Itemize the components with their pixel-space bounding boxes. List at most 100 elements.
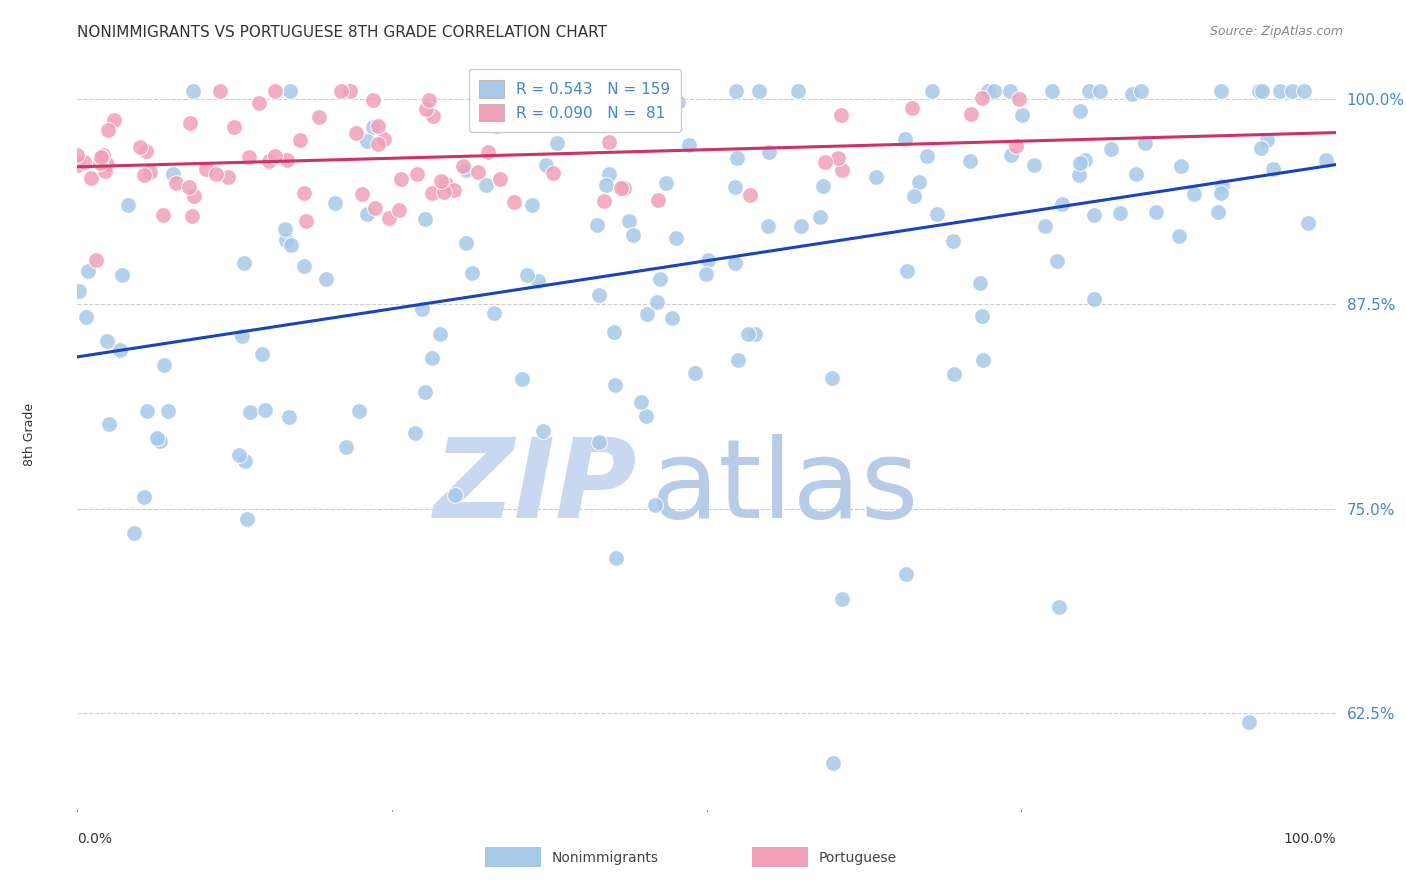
Point bbox=[1069, 156, 1091, 170]
Point bbox=[831, 163, 853, 178]
Text: 0.0%: 0.0% bbox=[77, 832, 112, 846]
Point bbox=[1073, 153, 1095, 168]
Point bbox=[630, 394, 652, 409]
Point bbox=[903, 189, 925, 203]
Point bbox=[278, 84, 301, 98]
Point bbox=[488, 171, 510, 186]
Point bbox=[217, 169, 239, 184]
Point bbox=[179, 116, 201, 130]
Point bbox=[146, 431, 169, 445]
Point bbox=[1046, 254, 1069, 268]
Point bbox=[1211, 178, 1233, 193]
Point bbox=[367, 137, 389, 152]
Point bbox=[183, 84, 205, 98]
Point bbox=[422, 109, 444, 123]
Point bbox=[972, 353, 994, 368]
Point bbox=[725, 152, 748, 166]
Point bbox=[603, 378, 626, 392]
Point bbox=[827, 151, 849, 165]
Point bbox=[550, 114, 572, 128]
Text: ZIP: ZIP bbox=[434, 434, 637, 541]
Point bbox=[896, 264, 918, 278]
Point bbox=[295, 213, 318, 227]
Point bbox=[467, 164, 489, 178]
Point bbox=[97, 417, 120, 432]
Point bbox=[943, 367, 966, 381]
Point bbox=[134, 169, 156, 183]
Point bbox=[292, 186, 315, 200]
Point bbox=[356, 207, 378, 221]
Point bbox=[1125, 167, 1147, 181]
Point bbox=[586, 219, 609, 233]
Point bbox=[420, 351, 443, 365]
Point bbox=[678, 137, 700, 152]
Point bbox=[821, 371, 844, 385]
Point bbox=[96, 157, 118, 171]
Point bbox=[290, 133, 312, 147]
Point bbox=[329, 84, 352, 98]
Point bbox=[1121, 87, 1143, 101]
Point bbox=[485, 119, 508, 133]
Point bbox=[388, 202, 411, 217]
Point bbox=[522, 198, 544, 212]
Point bbox=[274, 233, 297, 247]
Point bbox=[350, 187, 373, 202]
Point bbox=[811, 178, 834, 193]
Point bbox=[1024, 158, 1046, 172]
Point bbox=[404, 425, 426, 440]
Point bbox=[901, 101, 924, 115]
Point bbox=[152, 208, 174, 222]
Point bbox=[373, 132, 395, 146]
Point bbox=[1251, 84, 1274, 98]
Point bbox=[790, 219, 813, 233]
Point bbox=[1083, 293, 1105, 307]
Point bbox=[534, 158, 557, 172]
Point bbox=[908, 175, 931, 189]
Point bbox=[349, 404, 371, 418]
Point bbox=[1069, 104, 1091, 119]
Point bbox=[97, 123, 120, 137]
Point bbox=[294, 259, 316, 273]
Point bbox=[413, 212, 436, 227]
Point bbox=[80, 171, 103, 186]
Point bbox=[1133, 136, 1156, 150]
Point bbox=[617, 213, 640, 227]
Point bbox=[598, 167, 620, 181]
Point bbox=[648, 84, 671, 98]
Point bbox=[90, 150, 112, 164]
Point bbox=[921, 84, 943, 98]
Point bbox=[367, 120, 389, 134]
Point bbox=[361, 93, 384, 107]
Point bbox=[344, 126, 367, 140]
Point bbox=[644, 499, 666, 513]
Point bbox=[526, 274, 548, 288]
Point bbox=[235, 512, 257, 526]
Point bbox=[89, 156, 111, 170]
Point bbox=[613, 181, 636, 195]
Point bbox=[1237, 714, 1260, 729]
Point bbox=[808, 210, 831, 224]
Point bbox=[516, 268, 538, 282]
Point bbox=[1249, 84, 1271, 98]
Point bbox=[1077, 84, 1099, 98]
Point bbox=[1083, 208, 1105, 222]
Point bbox=[454, 236, 477, 251]
Point bbox=[280, 237, 302, 252]
Point bbox=[1130, 84, 1153, 98]
Point bbox=[756, 219, 779, 233]
Point bbox=[66, 147, 89, 161]
Text: Portuguese: Portuguese bbox=[818, 851, 897, 865]
Point bbox=[66, 158, 89, 172]
Point bbox=[273, 222, 295, 236]
Point bbox=[621, 227, 644, 242]
Point bbox=[983, 84, 1005, 98]
Point bbox=[727, 352, 749, 367]
Point bbox=[477, 145, 499, 160]
Point bbox=[738, 188, 761, 202]
Point bbox=[541, 166, 564, 180]
Point bbox=[748, 84, 770, 98]
Point bbox=[724, 180, 747, 194]
Point bbox=[737, 326, 759, 341]
Point bbox=[1000, 147, 1022, 161]
Point bbox=[1206, 204, 1229, 219]
